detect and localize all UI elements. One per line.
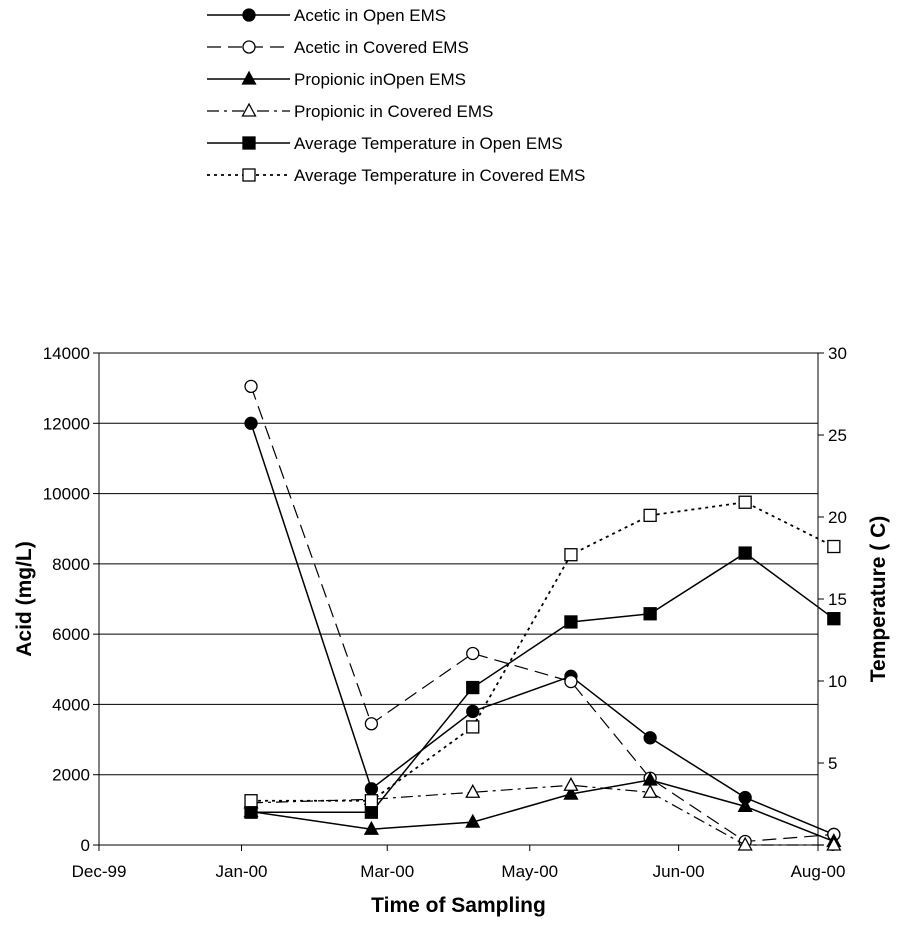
plot-area-frame xyxy=(98,352,819,846)
data-point xyxy=(465,813,481,828)
y2-tick-label: 10 xyxy=(828,672,847,691)
y-axis-title: Acid (mg/L) xyxy=(13,541,36,657)
data-point xyxy=(244,794,258,808)
legend-label: Acetic in Covered EMS xyxy=(294,38,469,57)
y-tick-label: 4000 xyxy=(52,695,90,714)
data-point xyxy=(465,783,481,798)
data-point xyxy=(242,40,256,54)
data-point xyxy=(827,612,841,626)
x-tick-label: Dec-99 xyxy=(72,862,127,881)
data-point xyxy=(563,785,579,800)
legend-label: Propionic in Covered EMS xyxy=(294,102,493,121)
series-acetic-in-open-ems xyxy=(244,416,841,842)
y2-tick-label: 25 xyxy=(828,426,847,445)
data-point xyxy=(242,136,256,150)
data-point xyxy=(738,495,752,509)
series-acetic-in-covered-ems xyxy=(244,379,841,849)
legend-item: Acetic in Open EMS xyxy=(207,6,446,25)
legend-item: Average Temperature in Covered EMS xyxy=(207,166,585,185)
y-tick-label: 0 xyxy=(81,836,90,855)
data-point xyxy=(737,836,753,851)
data-point xyxy=(244,379,258,394)
series-line xyxy=(250,386,834,843)
y-tick-label: 6000 xyxy=(52,625,90,644)
legend-label: Acetic in Open EMS xyxy=(294,6,446,25)
data-point xyxy=(466,646,480,661)
data-point xyxy=(244,416,258,430)
left-y-axis: 0 2000 4000 6000 8000 10000 12000 14000 xyxy=(43,344,99,855)
series-layer xyxy=(243,379,842,851)
y2-tick-label: 20 xyxy=(828,508,847,527)
legend-item: Propionic inOpen EMS xyxy=(207,70,466,89)
data-point xyxy=(826,836,842,851)
legend-item: Acetic in Covered EMS xyxy=(207,38,469,57)
y-tick-label: 12000 xyxy=(43,414,90,433)
y-tick-label: 14000 xyxy=(43,344,90,363)
data-point xyxy=(241,70,257,85)
legend-label: Propionic inOpen EMS xyxy=(294,70,466,89)
y2-axis-title: Temperature ( C) xyxy=(867,516,890,682)
data-point xyxy=(244,805,258,819)
data-point xyxy=(364,805,379,819)
data-point xyxy=(643,607,657,621)
legend-item: Average Temperature in Open EMS xyxy=(207,134,563,153)
y2-tick-label: 30 xyxy=(828,344,847,363)
legend-label: Average Temperature in Open EMS xyxy=(294,134,563,153)
x-axis: Dec-99 Jan-00 Mar-00 May-00 Jun-00 Aug-00 xyxy=(72,845,846,881)
data-point xyxy=(827,539,841,554)
x-tick-label: Mar-00 xyxy=(360,862,414,881)
data-point xyxy=(242,168,256,182)
data-point xyxy=(564,674,578,689)
y2-tick-label: 15 xyxy=(828,590,847,609)
legend-item: Propionic in Covered EMS xyxy=(207,102,493,121)
data-point xyxy=(643,508,657,523)
data-point xyxy=(364,794,379,808)
data-point xyxy=(738,546,752,560)
data-point xyxy=(466,680,480,695)
y2-tick-label: 5 xyxy=(828,754,837,773)
x-tick-label: Jun-00 xyxy=(653,862,705,881)
data-point xyxy=(364,717,379,731)
x-axis-title: Time of Sampling xyxy=(371,894,546,917)
data-point xyxy=(466,704,480,719)
series-propionic-inopen-ems xyxy=(243,771,842,848)
legend-label: Average Temperature in Covered EMS xyxy=(294,166,585,185)
y-tick-label: 10000 xyxy=(43,485,90,504)
x-tick-label: Jan-00 xyxy=(216,862,268,881)
legend: Acetic in Open EMS Acetic in Covered EMS P… xyxy=(207,6,585,185)
data-point xyxy=(242,8,256,22)
data-point xyxy=(737,797,753,812)
series-line xyxy=(251,552,835,813)
data-point xyxy=(643,731,657,745)
series-average-temperature-in-covered-ems xyxy=(244,495,841,808)
data-point xyxy=(564,548,578,562)
x-tick-label: May-00 xyxy=(501,862,558,881)
data-point xyxy=(363,820,379,835)
series-average-temperature-in-open-ems xyxy=(244,546,841,819)
data-point xyxy=(241,102,257,117)
y-tick-label: 2000 xyxy=(52,766,90,785)
data-point xyxy=(642,783,658,798)
data-point xyxy=(466,720,480,734)
data-point xyxy=(564,615,578,629)
x-tick-label: Aug-00 xyxy=(791,862,846,881)
y-tick-label: 8000 xyxy=(52,555,90,574)
series-line xyxy=(250,423,835,836)
data-point xyxy=(563,776,579,791)
